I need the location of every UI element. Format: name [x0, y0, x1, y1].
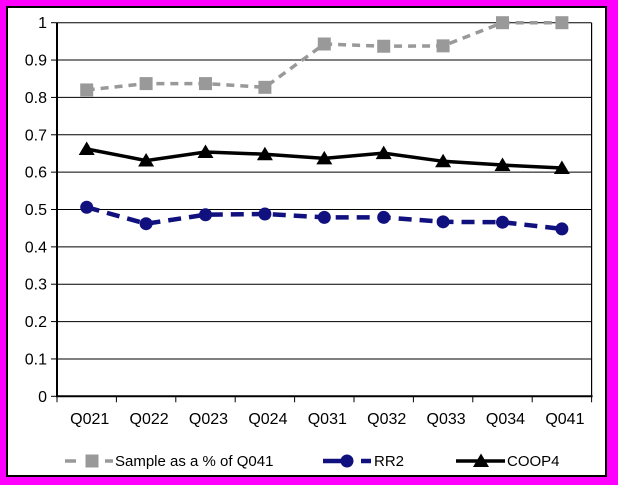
x-tick-label: Q032: [367, 411, 406, 428]
y-tick-label: 0.6: [25, 165, 47, 182]
data-point-marker: [80, 83, 94, 97]
data-point-marker: [316, 150, 333, 165]
x-tick-label: Q024: [248, 411, 287, 428]
data-point-marker: [258, 80, 272, 94]
legend-label: COOP4: [507, 453, 560, 470]
data-point-marker: [199, 77, 212, 91]
legend-label: Sample as a % of Q041: [115, 453, 273, 470]
line-chart-canvas: 0 0.1 0.2 0.3 0.4 0.5 0.6 0.7 0.8 0.9 1 Q021 Q022 Q02…: [25, 15, 593, 470]
data-point-marker: [435, 153, 452, 168]
data-point-marker: [496, 16, 509, 30]
y-tick-label: 0.2: [25, 314, 47, 331]
y-tick-label: 0.1: [25, 351, 47, 368]
data-point-marker: [375, 145, 392, 160]
y-tick-label: 0.3: [25, 277, 47, 294]
x-tick-label: Q034: [486, 411, 525, 428]
x-tick-label: Q041: [545, 411, 584, 428]
y-tick-label: 1: [38, 15, 47, 32]
x-tick-label: Q031: [308, 411, 347, 428]
legend-marker: [473, 453, 489, 467]
data-point-marker: [377, 210, 391, 224]
data-point-marker: [317, 37, 331, 51]
y-tick-label: 0: [38, 389, 47, 406]
data-point-marker: [436, 39, 450, 53]
data-point-marker: [258, 207, 272, 221]
data-point-marker: [197, 144, 214, 158]
data-point-marker: [139, 217, 153, 231]
x-tick-label: Q022: [130, 411, 169, 428]
data-point-marker: [555, 16, 569, 30]
data-point-marker: [78, 141, 95, 155]
legend-marker: [85, 454, 99, 468]
x-tick-label: Q023: [189, 411, 228, 428]
data-point-marker: [256, 146, 273, 161]
y-tick-label: 0.8: [25, 90, 47, 107]
y-tick-label: 0.5: [25, 202, 47, 219]
legend-label: RR2: [374, 453, 404, 470]
data-point-marker: [494, 157, 511, 172]
x-tick-label: Q033: [427, 411, 466, 428]
y-tick-label: 0.7: [25, 127, 47, 144]
data-point-marker: [139, 77, 153, 91]
data-point-marker: [377, 39, 391, 53]
data-point-marker: [80, 200, 94, 214]
chart-object[interactable]: 0 0.1 0.2 0.3 0.4 0.5 0.6 0.7 0.8 0.9 1 Q021 Q022 Q02…: [6, 6, 607, 477]
data-point-marker: [138, 153, 155, 167]
y-tick-label: 0.4: [25, 239, 47, 256]
data-point-marker: [496, 215, 509, 229]
data-point-marker: [553, 160, 570, 175]
data-point-marker: [199, 208, 212, 222]
y-tick-label: 0.9: [25, 53, 47, 70]
data-point-marker: [317, 210, 331, 224]
legend-marker: [340, 454, 354, 468]
data-point-marker: [436, 215, 450, 229]
data-point-marker: [555, 222, 569, 236]
x-tick-label: Q021: [70, 411, 109, 428]
